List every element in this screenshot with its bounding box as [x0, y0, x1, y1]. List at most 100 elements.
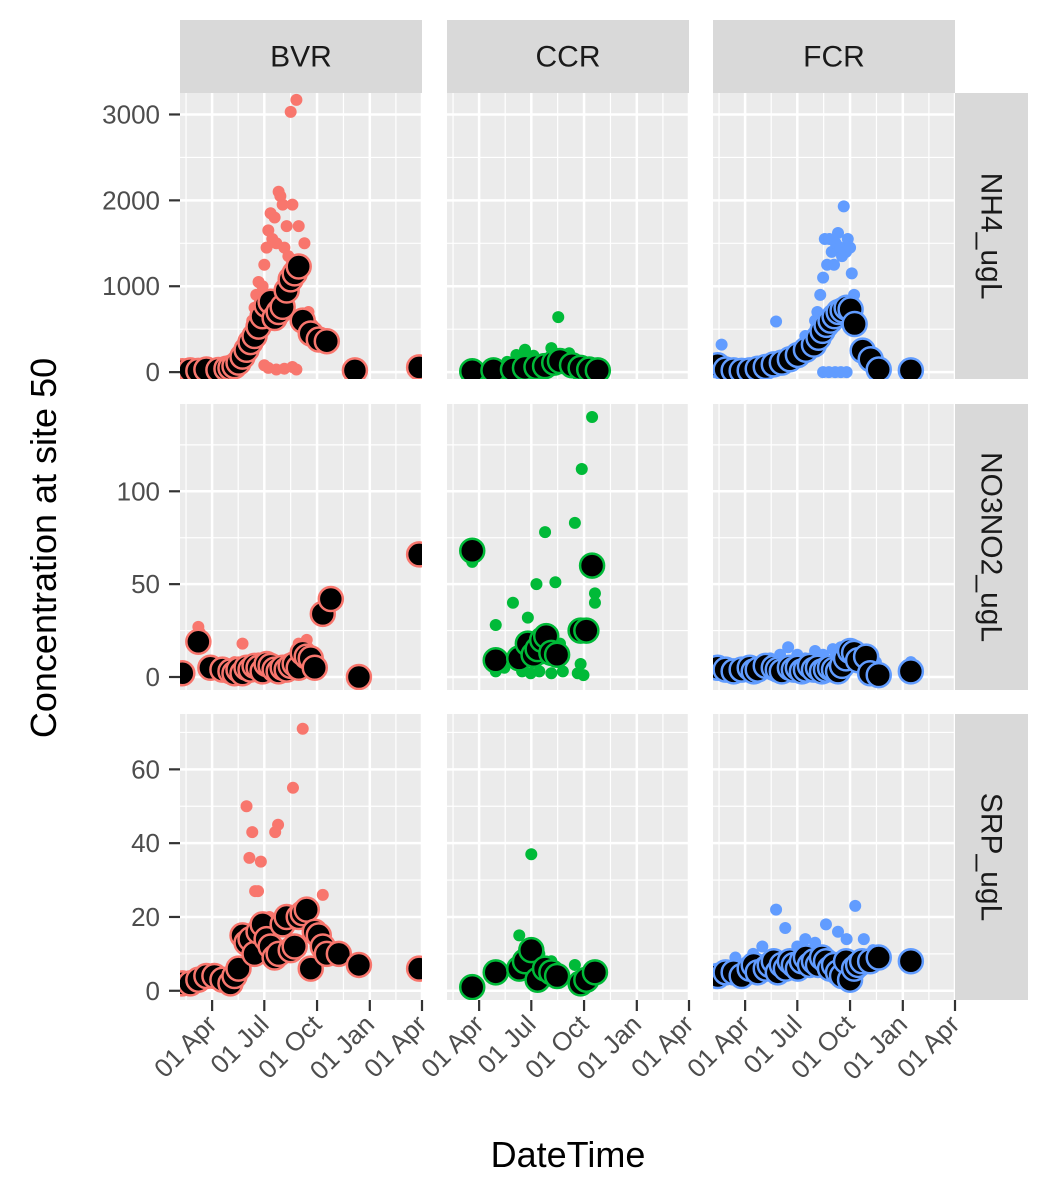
data-point-small — [840, 366, 853, 379]
data-point-small — [568, 516, 581, 529]
strip-no3no2-ugl: NO3NO2_ugL — [955, 404, 1028, 690]
strips-layer: BVR CCR FCR NH4_ugL NO3NO2_ugL SRP_ugL — [180, 20, 1028, 1000]
panel-bvr-nh4-ugl — [180, 93, 422, 379]
data-point-small — [506, 596, 519, 609]
x-axis-title: DateTime — [491, 1134, 646, 1175]
y-tick-label: 60 — [131, 754, 160, 784]
data-point-large — [584, 357, 612, 379]
data-point-small — [525, 848, 538, 861]
y-tick-label: 1000 — [102, 271, 160, 301]
column-strip-label: CCR — [536, 41, 601, 74]
y-axis-no3no2-ugl: 0 50 100 — [117, 476, 180, 692]
data-point-large — [573, 617, 600, 644]
panel-ccr-no3no2-ugl — [447, 404, 689, 690]
y-tick-label: 50 — [131, 569, 160, 599]
data-point-small — [837, 200, 850, 213]
data-point-small — [286, 781, 299, 794]
data-point-large — [313, 327, 341, 355]
data-point-small — [849, 899, 862, 912]
data-point-small — [521, 611, 534, 624]
data-point-small — [588, 587, 601, 600]
strip-bvr: BVR — [180, 20, 422, 93]
y-tick-label: 0 — [146, 662, 160, 692]
data-point-small — [819, 918, 832, 931]
x-tick-label: 01 Apr — [681, 1009, 756, 1084]
data-point-large — [185, 628, 212, 655]
panel-content — [713, 93, 955, 379]
y-axis-title: Concentration at site 50 — [23, 358, 64, 738]
data-point-small — [240, 800, 253, 813]
data-point-small — [272, 818, 285, 831]
strip-srp-ugl: SRP_ugL — [955, 714, 1028, 1000]
panel-bvr-no3no2-ugl — [180, 404, 422, 690]
data-point-large — [317, 585, 345, 613]
row-strip-label: NO3NO2_ugL — [975, 452, 1008, 642]
y-axis-srp-ugl: 0 20 40 60 — [131, 754, 180, 1006]
data-point-large — [897, 357, 925, 379]
data-point-large — [543, 962, 571, 990]
data-point-small — [236, 637, 249, 650]
data-point-small — [258, 258, 271, 271]
data-point-small — [284, 105, 297, 118]
y-tick-label: 40 — [131, 828, 160, 858]
data-point-large — [897, 948, 925, 975]
data-point-large — [325, 940, 353, 968]
data-point-small — [254, 855, 267, 868]
data-point-small — [832, 925, 845, 938]
data-point-small — [243, 851, 256, 864]
panel-content — [713, 714, 955, 1000]
data-point-large — [405, 354, 422, 379]
data-point-small — [246, 826, 259, 839]
y-axis-nh4-ugl: 0 1000 2000 3000 — [102, 99, 180, 387]
row-strip-label: NH4_ugL — [975, 173, 1008, 300]
data-point-small — [290, 363, 303, 376]
y-tick-label: 2000 — [102, 185, 160, 215]
data-point-large — [180, 660, 196, 687]
row-strip-label: SRP_ugL — [975, 793, 1008, 921]
data-point-small — [586, 411, 599, 423]
data-point-small — [489, 619, 502, 631]
data-point-small — [549, 576, 562, 589]
y-tick-label: 0 — [146, 976, 160, 1006]
panel-background — [713, 404, 955, 690]
data-point-small — [290, 93, 303, 106]
strip-ccr: CCR — [447, 20, 689, 93]
data-point-large — [518, 936, 545, 964]
column-strip-background — [713, 20, 955, 93]
data-point-small — [539, 526, 552, 539]
panel-content — [447, 714, 689, 1000]
row-strip-background — [955, 404, 1028, 690]
data-point-large — [841, 310, 868, 338]
row-strip-background — [955, 714, 1028, 1000]
panel-fcr-srp-ugl — [713, 714, 955, 1000]
data-point-small — [251, 885, 264, 898]
data-point-small — [556, 665, 569, 678]
data-point-small — [513, 929, 526, 942]
data-point-large — [578, 552, 606, 579]
data-point-small — [260, 241, 273, 254]
data-point-small — [588, 596, 601, 609]
data-point-small — [276, 198, 289, 211]
panel-content — [447, 93, 689, 379]
data-point-small — [832, 226, 845, 239]
data-point-large — [293, 896, 320, 923]
data-point-large — [297, 955, 324, 982]
strip-fcr: FCR — [713, 20, 955, 93]
panel-content — [713, 404, 955, 690]
data-point-small — [268, 211, 281, 224]
data-point-small — [779, 922, 792, 935]
data-point-large — [543, 641, 571, 668]
data-point-large — [301, 654, 329, 681]
data-point-small — [577, 669, 590, 682]
column-strip-background — [180, 20, 422, 93]
data-point-small — [552, 311, 565, 324]
data-point-large — [865, 944, 892, 971]
data-point-large — [897, 658, 925, 685]
panel-background — [447, 404, 689, 690]
column-strip-background — [447, 20, 689, 93]
panels-layer — [180, 93, 955, 1000]
